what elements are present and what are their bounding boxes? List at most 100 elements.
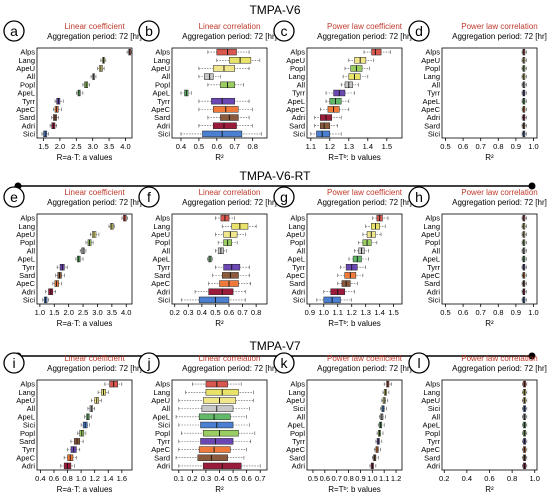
panel-title: Power law coefficient xyxy=(327,354,403,363)
x-tick-label: 1.0 xyxy=(319,308,329,317)
category-label: All xyxy=(297,246,306,255)
panel-title: Linear coefficient xyxy=(64,22,125,31)
category-label: Alps xyxy=(425,380,440,389)
category-label: All xyxy=(432,412,441,421)
x-tick-label: 0.4 xyxy=(197,308,207,317)
section-title-v6-rt: TMPA-V6-RT xyxy=(240,169,312,183)
x-tick-label: 0.3 xyxy=(183,308,193,317)
x-tick-label: 1.2 xyxy=(346,308,356,317)
category-label: Adri xyxy=(157,287,171,296)
category-label: ApeU xyxy=(16,396,35,405)
x-tick-label: 1.2 xyxy=(89,474,99,483)
x-tick-label: 1.4 xyxy=(363,142,373,151)
panel-letter: h xyxy=(415,189,423,205)
x-tick-label: 0.8 xyxy=(62,474,72,483)
separator-dot-right xyxy=(528,352,536,360)
panel-letter-badge xyxy=(408,352,430,374)
category-label: All xyxy=(297,80,306,89)
x-tick-label: 4.0 xyxy=(121,308,131,317)
category-label: Lang xyxy=(153,388,170,397)
category-label: ApeU xyxy=(151,396,170,405)
category-label: Popl xyxy=(290,429,305,438)
category-label: ApeC xyxy=(421,271,440,280)
box-popl xyxy=(202,429,239,437)
category-label: Popl xyxy=(20,238,35,247)
category-label: Lang xyxy=(153,222,170,231)
category-label: Sard xyxy=(424,453,440,462)
x-axis-label: R² xyxy=(485,485,494,494)
category-label: Adri xyxy=(427,287,441,296)
plot-frame xyxy=(441,379,538,471)
category-label: ApeU xyxy=(421,56,440,65)
category-label: Lang xyxy=(423,388,440,397)
category-label: ApeL xyxy=(422,97,440,106)
x-tick-label: 1.2 xyxy=(391,474,401,483)
box-tyrr xyxy=(200,438,234,445)
x-tick-label: 1.3 xyxy=(360,308,370,317)
category-label: Sard xyxy=(289,121,305,130)
panel-letter: i xyxy=(12,355,15,371)
x-tick-label: 0.9 xyxy=(511,308,521,317)
category-label: Alps xyxy=(155,48,170,57)
x-tick-label: 0.8 xyxy=(493,308,503,317)
panel-letter: k xyxy=(281,355,289,371)
category-label: ApeC xyxy=(151,445,170,454)
category-label: Sici xyxy=(428,404,440,413)
category-label: ApeU xyxy=(286,230,305,239)
category-label: Popl xyxy=(290,64,305,73)
category-label: Alps xyxy=(155,380,170,389)
category-label: ApeL xyxy=(17,255,35,264)
box-all xyxy=(204,73,214,80)
panel-letter-badge xyxy=(138,20,160,42)
x-tick-label: 1.4 xyxy=(374,308,384,317)
panel-title: Linear coefficient xyxy=(64,188,125,197)
category-label: ApeL xyxy=(422,255,440,264)
x-axis-label: R² xyxy=(215,153,224,162)
x-tick-label: 0.4 xyxy=(462,474,472,483)
category-label: All xyxy=(162,246,171,255)
panel-letter: a xyxy=(10,23,18,39)
category-label: Lang xyxy=(288,72,305,81)
category-label: ApeU xyxy=(421,230,440,239)
category-label: Tyrr xyxy=(22,97,35,106)
category-label: Alps xyxy=(20,48,35,57)
category-label: ApeL xyxy=(152,412,170,421)
category-label: Sici xyxy=(293,404,305,413)
category-label: ApeC xyxy=(421,105,440,114)
category-label: ApeC xyxy=(16,453,35,462)
panel-letter-badge xyxy=(408,186,430,208)
panel-subtitle: Aggregation period: 72 [hr] xyxy=(452,364,547,373)
category-label: ApeC xyxy=(151,279,170,288)
x-tick-label: 1.0 xyxy=(530,474,540,483)
plot-frame xyxy=(306,379,403,471)
x-tick-label: 2.5 xyxy=(71,142,81,151)
category-label: Adri xyxy=(22,462,36,471)
category-label: Tyrr xyxy=(157,437,170,446)
category-label: Alps xyxy=(425,48,440,57)
panel-letter: c xyxy=(281,23,288,39)
category-label: Adri xyxy=(292,462,306,471)
x-axis-label: R=Tᵇ: b values xyxy=(328,485,381,494)
panel-subtitle: Aggregation period: 72 [hr] xyxy=(182,32,277,41)
panel-title: Power law correlation xyxy=(461,354,537,363)
panel-subtitle: Aggregation period: 72 [hr] xyxy=(317,32,412,41)
panel-title: Linear coefficient xyxy=(64,354,125,363)
panel-title: Power law correlation xyxy=(461,188,537,197)
x-axis-label: R=Tᵇ: b values xyxy=(328,319,381,328)
x-axis-label: R=a·T: a values xyxy=(57,319,113,328)
category-label: Alps xyxy=(20,214,35,223)
panel-letter: g xyxy=(280,189,288,205)
panel-subtitle: Aggregation period: 72 [hr] xyxy=(317,198,412,207)
x-tick-label: 0.7 xyxy=(475,142,485,151)
category-label: Popl xyxy=(425,238,440,247)
panel-letter-badge xyxy=(138,186,160,208)
panel-title: Power law coefficient xyxy=(327,22,403,31)
category-label: All xyxy=(27,72,36,81)
panel-letter-badge xyxy=(273,186,295,208)
x-tick-label: 4.0 xyxy=(120,142,130,151)
x-tick-label: 0.5 xyxy=(440,142,450,151)
panel-letter: d xyxy=(415,23,423,39)
category-label: Lang xyxy=(423,222,440,231)
